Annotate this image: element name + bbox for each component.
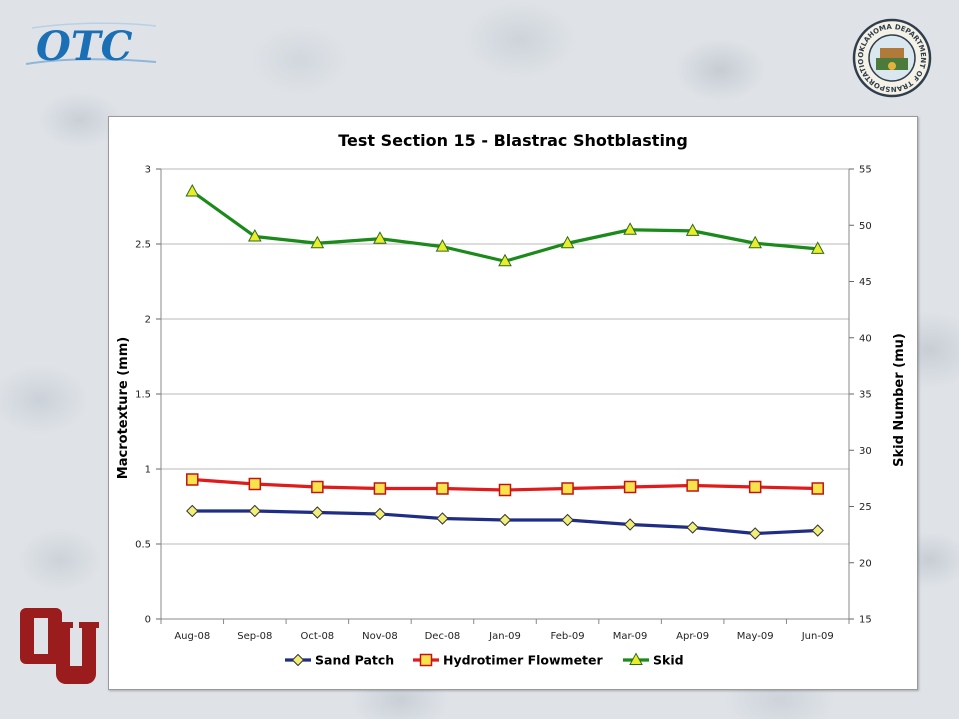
otc-logo-text: OTC: [36, 23, 133, 70]
data-point-hydrotimer-flowmeter: [498, 483, 512, 497]
data-point-skid: [623, 222, 637, 235]
series-skid: [185, 183, 825, 267]
x-tick-label: Sep-08: [237, 631, 272, 642]
data-point-skid: [560, 235, 575, 249]
data-point-sand-patch: [686, 521, 699, 534]
data-point-hydrotimer-flowmeter: [311, 480, 324, 494]
data-point-skid: [498, 253, 512, 267]
otc-logo-graphic: OTC: [25, 22, 157, 70]
x-tick-label: May-09: [737, 631, 774, 642]
chart-panel: Test Section 15 - Blastrac Shotblasting …: [108, 116, 918, 690]
x-tick-label: Mar-09: [613, 631, 648, 642]
data-point-hydrotimer-flowmeter: [436, 482, 449, 495]
otc-logo: OTC: [22, 18, 158, 74]
left-tick-label: 0.5: [135, 540, 151, 551]
data-point-sand-patch: [811, 524, 824, 537]
left-tick-label: 0: [145, 615, 151, 626]
right-tick-label: 15: [859, 615, 872, 626]
ou-logo-graphic: [20, 608, 99, 684]
odot-seal-graphic: OKLAHOMA DEPARTMENT OF TRANSPORTATION: [849, 12, 932, 98]
chart-axes: [156, 168, 854, 624]
data-point-hydrotimer-flowmeter: [373, 482, 387, 495]
right-axis-ticks: 15 20 25 30 35 40 45 50 55: [859, 165, 872, 626]
x-tick-label: Aug-08: [174, 631, 210, 642]
right-tick-label: 20: [859, 558, 872, 569]
legend-swatch-marker: [419, 653, 433, 667]
data-point-hydrotimer-flowmeter: [248, 477, 262, 491]
legend-label: Hydrotimer Flowmeter: [443, 653, 604, 668]
legend-item-skid: Skid: [623, 652, 684, 668]
data-point-skid: [685, 223, 700, 236]
data-point-sand-patch: [436, 512, 449, 525]
data-point-skid: [373, 231, 387, 244]
data-point-hydrotimer-flowmeter: [561, 482, 574, 495]
data-point-skid: [435, 239, 450, 252]
data-point-sand-patch: [623, 518, 637, 531]
left-tick-label: 3: [145, 165, 151, 176]
series-hydrotimer-flowmeter: [186, 473, 824, 497]
data-point-hydrotimer-flowmeter: [623, 480, 637, 494]
x-tick-label: Apr-09: [676, 631, 709, 642]
left-tick-label: 2.5: [135, 240, 151, 251]
x-tick-label: Oct-08: [301, 631, 335, 642]
data-point-hydrotimer-flowmeter: [811, 482, 824, 495]
chart-title: Test Section 15 - Blastrac Shotblasting: [338, 131, 688, 150]
x-tick-label: Nov-08: [362, 631, 398, 642]
series-sand-patch: [186, 504, 824, 540]
data-point-sand-patch: [498, 513, 512, 527]
data-point-skid: [185, 183, 200, 197]
data-point-hydrotimer-flowmeter: [748, 480, 762, 494]
x-tick-label: Feb-09: [551, 631, 585, 642]
right-tick-label: 25: [859, 502, 872, 513]
data-point-sand-patch: [248, 504, 262, 518]
right-tick-label: 30: [859, 446, 872, 457]
right-tick-label: 50: [859, 221, 872, 232]
legend-item-sand-patch: Sand Patch: [285, 653, 394, 668]
left-tick-label: 1.5: [135, 390, 151, 401]
x-tick-label: Jun-09: [801, 631, 834, 642]
left-axis-title: Macrotexture (mm): [116, 337, 131, 479]
data-point-sand-patch: [748, 527, 762, 540]
data-point-skid: [310, 235, 325, 249]
legend-label: Sand Patch: [315, 653, 394, 668]
data-point-sand-patch: [373, 507, 387, 521]
legend-swatch-marker: [629, 652, 643, 665]
right-axis-title: Skid Number (mu): [892, 333, 907, 467]
right-tick-label: 40: [859, 333, 872, 344]
right-tick-label: 55: [859, 165, 872, 176]
right-tick-label: 35: [859, 390, 872, 401]
left-axis-ticks: 0 0.5 1 1.5 2 2.5 3: [135, 165, 151, 626]
legend-label: Skid: [653, 653, 684, 668]
data-point-skid: [810, 241, 825, 254]
odot-seal: OKLAHOMA DEPARTMENT OF TRANSPORTATION: [849, 12, 932, 98]
chart-legend: Sand Patch Hydrotimer Flowmeter Skid: [285, 652, 684, 668]
data-point-skid: [247, 228, 262, 242]
data-point-sand-patch: [561, 513, 574, 527]
right-tick-label: 45: [859, 277, 872, 288]
legend-swatch-marker: [291, 653, 305, 667]
data-point-hydrotimer-flowmeter: [686, 479, 699, 492]
left-tick-label: 1: [145, 465, 151, 476]
ou-logo: [20, 600, 100, 692]
legend-item-hydrotimer-flowmeter: Hydrotimer Flowmeter: [413, 653, 604, 668]
data-point-hydrotimer-flowmeter: [186, 473, 199, 486]
series-line-skid: [191, 190, 818, 263]
x-tick-label: Jan-09: [488, 631, 521, 642]
chart-series: [185, 183, 825, 540]
x-tick-label: Dec-08: [425, 631, 461, 642]
x-axis-ticks: Aug-08 Sep-08 Oct-08 Nov-08 Dec-08 Jan-09 Feb-…: [174, 631, 833, 642]
data-point-sand-patch: [311, 506, 324, 519]
line-chart: Test Section 15 - Blastrac Shotblasting …: [116, 131, 907, 668]
data-point-skid: [748, 235, 763, 249]
data-point-sand-patch: [186, 504, 199, 518]
left-tick-label: 2: [145, 315, 151, 326]
